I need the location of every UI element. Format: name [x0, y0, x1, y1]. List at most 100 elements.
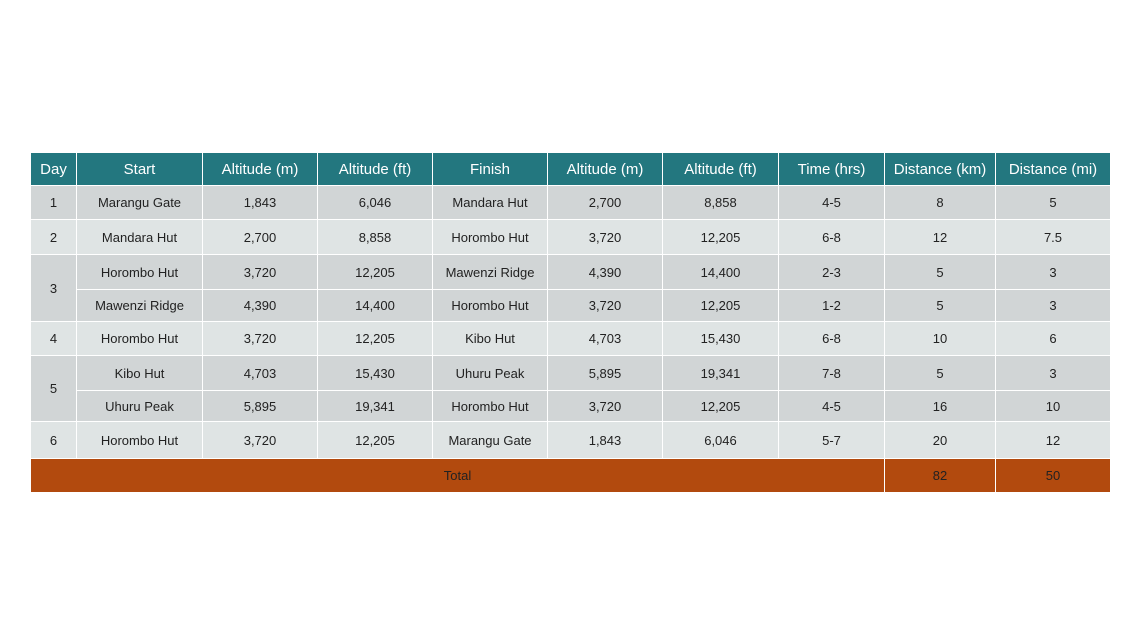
- start-altitude-ft-cell: 12,205: [317, 254, 433, 290]
- header-finish-altitude-m: Altitude (m): [547, 152, 663, 186]
- table-row: Uhuru Peak 5,895 19,341 Horombo Hut 3,72…: [31, 390, 1111, 422]
- table-row: 6 Horombo Hut 3,720 12,205 Marangu Gate …: [30, 421, 1111, 459]
- distance-km-cell: 5: [884, 289, 996, 322]
- distance-km-cell: 20: [884, 421, 996, 459]
- time-cell: 4-5: [778, 185, 885, 220]
- table-row: Mawenzi Ridge 4,390 14,400 Horombo Hut 3…: [31, 289, 1111, 322]
- time-cell: 7-8: [778, 355, 885, 391]
- finish-altitude-ft-cell: 12,205: [662, 219, 779, 255]
- finish-altitude-m-cell: 4,390: [547, 254, 663, 290]
- distance-mi-cell: 12: [995, 421, 1111, 459]
- total-label: Total: [30, 458, 885, 493]
- table-row: 5 Kibo Hut 4,703 15,430 Uhuru Peak 5,895…: [30, 355, 1111, 422]
- time-cell: 6-8: [778, 219, 885, 255]
- finish-cell: Horombo Hut: [432, 289, 548, 322]
- finish-cell: Horombo Hut: [432, 219, 548, 255]
- finish-altitude-ft-cell: 8,858: [662, 185, 779, 220]
- finish-altitude-ft-cell: 12,205: [662, 390, 779, 422]
- start-cell: Marangu Gate: [76, 185, 203, 220]
- day-cell: 4: [30, 321, 77, 356]
- finish-cell: Marangu Gate: [432, 421, 548, 459]
- finish-cell: Uhuru Peak: [432, 355, 548, 391]
- finish-cell: Mawenzi Ridge: [432, 254, 548, 290]
- start-altitude-m-cell: 4,703: [202, 355, 318, 391]
- header-distance-mi: Distance (mi): [995, 152, 1111, 186]
- header-distance-km: Distance (km): [884, 152, 996, 186]
- total-distance-mi: 50: [995, 458, 1111, 493]
- finish-altitude-m-cell: 1,843: [547, 421, 663, 459]
- header-finish-altitude-ft: Altitude (ft): [662, 152, 779, 186]
- distance-mi-cell: 3: [995, 289, 1111, 322]
- itinerary-table: Day Start Altitude (m) Altitude (ft) Fin…: [30, 152, 1111, 493]
- start-altitude-ft-cell: 15,430: [317, 355, 433, 391]
- day-cell: 3: [30, 254, 77, 322]
- header-time: Time (hrs): [778, 152, 885, 186]
- start-altitude-ft-cell: 19,341: [317, 390, 433, 422]
- header-day: Day: [30, 152, 77, 186]
- start-altitude-m-cell: 4,390: [202, 289, 318, 322]
- distance-mi-cell: 6: [995, 321, 1111, 356]
- finish-altitude-m-cell: 5,895: [547, 355, 663, 391]
- finish-altitude-ft-cell: 15,430: [662, 321, 779, 356]
- finish-altitude-m-cell: 4,703: [547, 321, 663, 356]
- header-start: Start: [76, 152, 203, 186]
- start-altitude-m-cell: 3,720: [202, 421, 318, 459]
- total-row: Total 82 50: [30, 458, 1111, 493]
- finish-altitude-m-cell: 3,720: [547, 289, 663, 322]
- distance-km-cell: 12: [884, 219, 996, 255]
- start-altitude-ft-cell: 14,400: [317, 289, 433, 322]
- header-row: Day Start Altitude (m) Altitude (ft) Fin…: [30, 152, 1111, 186]
- finish-cell: Horombo Hut: [432, 390, 548, 422]
- finish-altitude-ft-cell: 6,046: [662, 421, 779, 459]
- start-cell: Horombo Hut: [76, 421, 203, 459]
- start-cell: Mandara Hut: [76, 219, 203, 255]
- distance-km-cell: 8: [884, 185, 996, 220]
- table-row: 2 Mandara Hut 2,700 8,858 Horombo Hut 3,…: [30, 219, 1111, 255]
- finish-altitude-m-cell: 3,720: [547, 390, 663, 422]
- start-cell: Horombo Hut: [76, 254, 203, 290]
- time-cell: 1-2: [778, 289, 885, 322]
- start-altitude-m-cell: 5,895: [202, 390, 318, 422]
- start-cell: Kibo Hut: [76, 355, 203, 391]
- distance-km-cell: 5: [884, 355, 996, 391]
- header-start-altitude-ft: Altitude (ft): [317, 152, 433, 186]
- finish-altitude-m-cell: 3,720: [547, 219, 663, 255]
- header-start-altitude-m: Altitude (m): [202, 152, 318, 186]
- day-cell: 6: [30, 421, 77, 459]
- start-altitude-m-cell: 1,843: [202, 185, 318, 220]
- total-distance-km: 82: [884, 458, 996, 493]
- finish-cell: Kibo Hut: [432, 321, 548, 356]
- day-cell: 5: [30, 355, 77, 422]
- day-cell: 1: [30, 185, 77, 220]
- distance-mi-cell: 10: [995, 390, 1111, 422]
- day-cell: 2: [30, 219, 77, 255]
- distance-mi-cell: 5: [995, 185, 1111, 220]
- finish-cell: Mandara Hut: [432, 185, 548, 220]
- distance-mi-cell: 7.5: [995, 219, 1111, 255]
- finish-altitude-ft-cell: 14,400: [662, 254, 779, 290]
- start-cell: Horombo Hut: [76, 321, 203, 356]
- time-cell: 5-7: [778, 421, 885, 459]
- start-altitude-ft-cell: 6,046: [317, 185, 433, 220]
- distance-km-cell: 5: [884, 254, 996, 290]
- table-row: 1 Marangu Gate 1,843 6,046 Mandara Hut 2…: [30, 185, 1111, 220]
- distance-km-cell: 16: [884, 390, 996, 422]
- start-altitude-m-cell: 2,700: [202, 219, 318, 255]
- distance-km-cell: 10: [884, 321, 996, 356]
- start-altitude-m-cell: 3,720: [202, 321, 318, 356]
- start-altitude-ft-cell: 12,205: [317, 421, 433, 459]
- start-cell: Uhuru Peak: [76, 390, 203, 422]
- finish-altitude-ft-cell: 12,205: [662, 289, 779, 322]
- start-altitude-ft-cell: 12,205: [317, 321, 433, 356]
- distance-mi-cell: 3: [995, 355, 1111, 391]
- start-altitude-m-cell: 3,720: [202, 254, 318, 290]
- start-cell: Mawenzi Ridge: [76, 289, 203, 322]
- time-cell: 4-5: [778, 390, 885, 422]
- table-row: 4 Horombo Hut 3,720 12,205 Kibo Hut 4,70…: [30, 321, 1111, 356]
- finish-altitude-ft-cell: 19,341: [662, 355, 779, 391]
- table-row: 3 Horombo Hut 3,720 12,205 Mawenzi Ridge…: [30, 254, 1111, 322]
- distance-mi-cell: 3: [995, 254, 1111, 290]
- start-altitude-ft-cell: 8,858: [317, 219, 433, 255]
- time-cell: 2-3: [778, 254, 885, 290]
- finish-altitude-m-cell: 2,700: [547, 185, 663, 220]
